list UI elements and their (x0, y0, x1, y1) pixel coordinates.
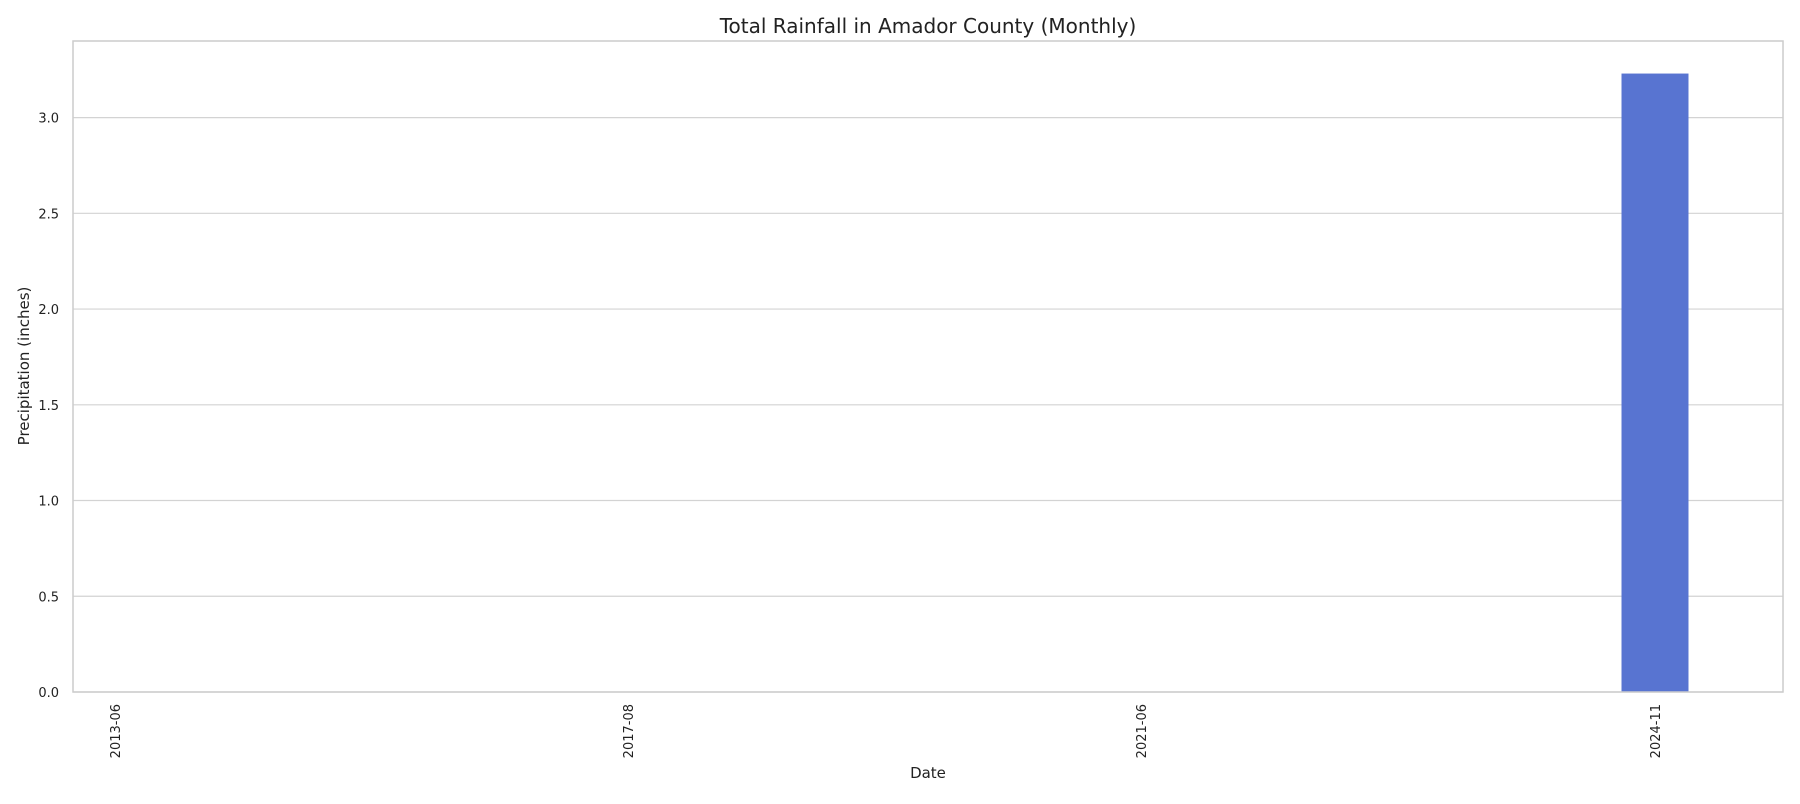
y-tick-label: 0.0 (38, 686, 59, 701)
y-tick-label: 3.0 (38, 112, 59, 127)
x-tick-label: 2017-08 (622, 704, 637, 758)
x-axis-label: Date (910, 764, 946, 782)
x-tick-label: 2021-06 (1135, 704, 1150, 758)
x-tick-label: 2013-06 (109, 704, 124, 758)
y-tick-label: 1.0 (38, 495, 59, 510)
y-axis-label: Precipitation (inches) (15, 287, 33, 446)
x-axis-ticks: 2013-06 2017-08 2021-06 2024-11 (109, 704, 1664, 758)
y-tick-label: 1.5 (38, 399, 59, 414)
y-tick-label: 2.0 (38, 303, 59, 318)
gridlines (73, 116, 1783, 693)
y-tick-label: 0.5 (38, 590, 59, 605)
bars (1621, 73, 1689, 693)
bar-2024-11 (1621, 73, 1689, 693)
x-tick-label: 2024-11 (1649, 704, 1664, 758)
chart-title: Total Rainfall in Amador County (Monthly… (719, 14, 1137, 38)
y-tick-label: 2.5 (38, 207, 59, 222)
y-axis-ticks: 0.0 0.5 1.0 1.5 2.0 2.5 3.0 (38, 112, 59, 701)
plot-frame (72, 40, 1784, 693)
